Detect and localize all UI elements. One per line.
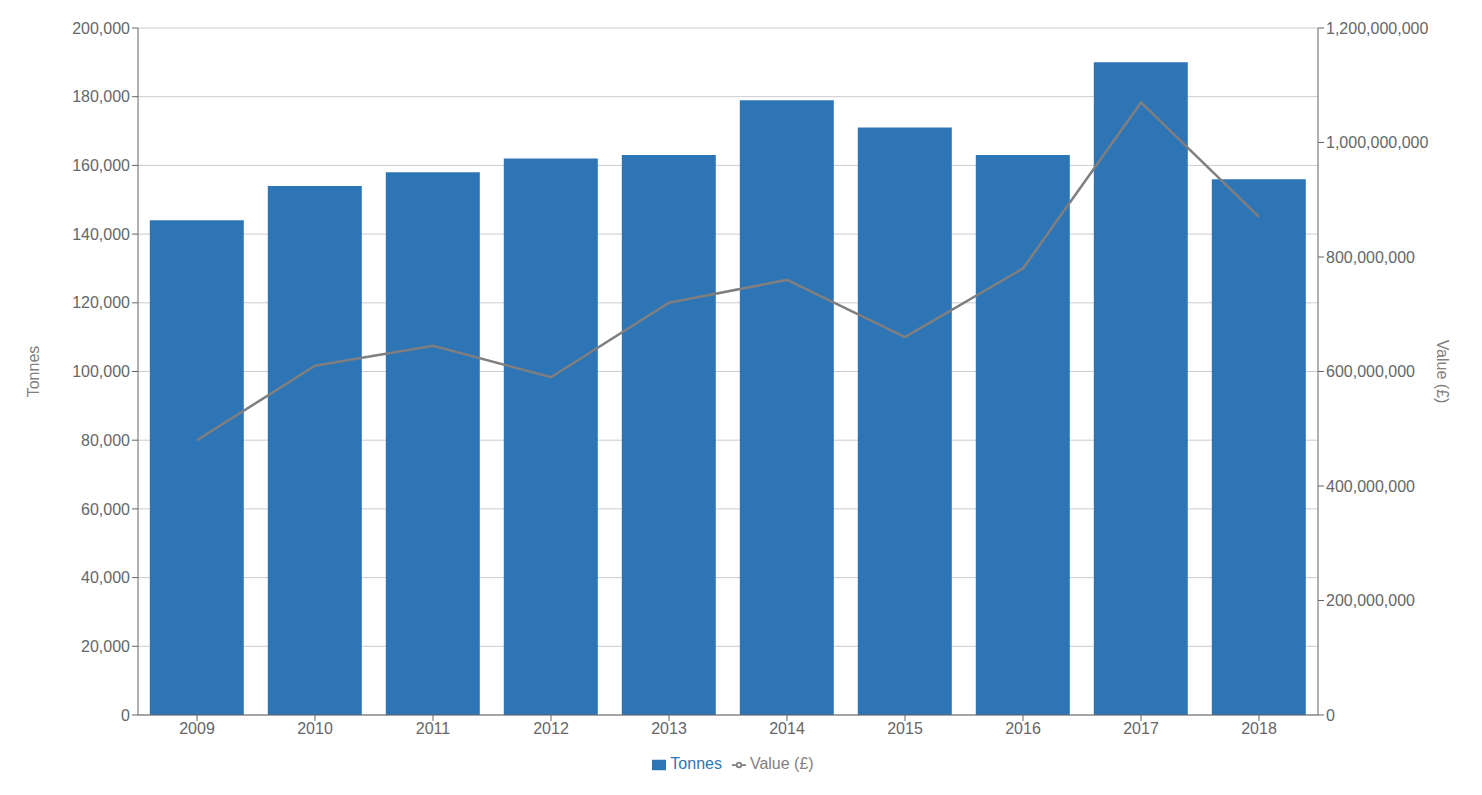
svg-text:200,000,000: 200,000,000 — [1326, 592, 1415, 609]
svg-text:1,200,000,000: 1,200,000,000 — [1326, 20, 1428, 37]
svg-text:200,000: 200,000 — [72, 20, 130, 37]
html-text:Tonnes: Tonnes — [670, 755, 722, 772]
svg-text:2012: 2012 — [533, 720, 569, 737]
svg-text:100,000: 100,000 — [72, 363, 130, 380]
svg-text:140,000: 140,000 — [72, 226, 130, 243]
svg-text:2018: 2018 — [1241, 720, 1277, 737]
svg-text:2009: 2009 — [179, 720, 215, 737]
svg-text:Value (£): Value (£) — [1434, 340, 1451, 404]
svg-text:400,000,000: 400,000,000 — [1326, 478, 1415, 495]
svg-text:40,000: 40,000 — [81, 569, 130, 586]
svg-text:20,000: 20,000 — [81, 638, 130, 655]
svg-text:1,000,000,000: 1,000,000,000 — [1326, 134, 1428, 151]
svg-text:2014: 2014 — [769, 720, 805, 737]
svg-text:2016: 2016 — [1005, 720, 1041, 737]
svg-text:2010: 2010 — [297, 720, 333, 737]
html-text:Value (£): Value (£) — [749, 755, 814, 772]
svg-text:0: 0 — [1326, 707, 1335, 724]
svg-text:2011: 2011 — [416, 720, 451, 737]
svg-text:80,000: 80,000 — [81, 432, 130, 449]
svg-text:2013: 2013 — [651, 720, 687, 737]
svg-text:600,000,000: 600,000,000 — [1326, 363, 1415, 380]
svg-text:Tonnes: Tonnes — [25, 346, 42, 398]
svg-text:2015: 2015 — [887, 720, 923, 737]
svg-text:160,000: 160,000 — [72, 157, 130, 174]
svg-text:120,000: 120,000 — [72, 294, 130, 311]
svg-text:60,000: 60,000 — [81, 501, 130, 518]
svg-text:180,000: 180,000 — [72, 88, 130, 105]
svg-text:2017: 2017 — [1123, 720, 1159, 737]
svg-text:800,000,000: 800,000,000 — [1326, 249, 1415, 266]
svg-text:0: 0 — [121, 707, 130, 724]
